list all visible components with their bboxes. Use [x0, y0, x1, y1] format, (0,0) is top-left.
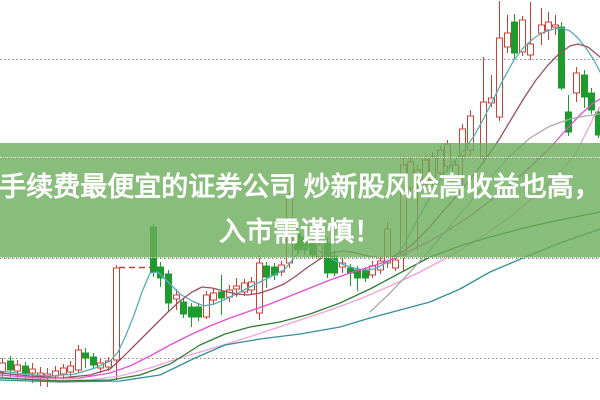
banner-gridline-dots	[0, 257, 600, 258]
banner-text-line2: 入市需谨慎！	[219, 217, 381, 247]
overlay-banner: 手续费最便宜的证券公司 炒新股风险高收益也高， 入市需谨慎！	[0, 143, 600, 258]
banner-text-line1: 手续费最便宜的证券公司 炒新股风险高收益也高，	[0, 172, 600, 202]
banner-gridline-dots	[0, 157, 600, 158]
